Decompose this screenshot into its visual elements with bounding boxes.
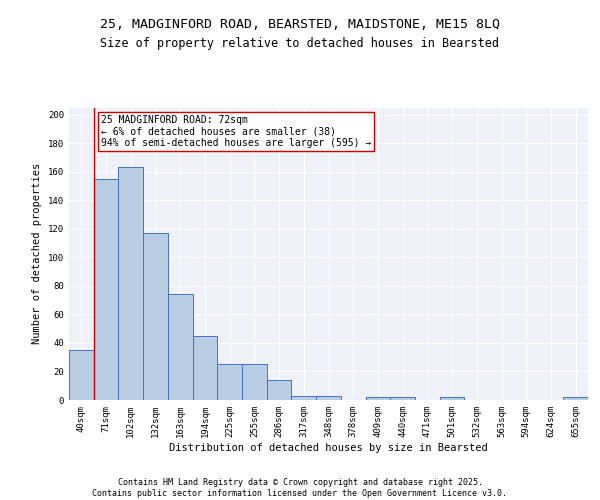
Bar <box>217 364 242 400</box>
Bar <box>242 364 267 400</box>
Bar <box>563 397 588 400</box>
Text: Size of property relative to detached houses in Bearsted: Size of property relative to detached ho… <box>101 38 499 51</box>
Text: Contains HM Land Registry data © Crown copyright and database right 2025.
Contai: Contains HM Land Registry data © Crown c… <box>92 478 508 498</box>
X-axis label: Distribution of detached houses by size in Bearsted: Distribution of detached houses by size … <box>169 442 488 452</box>
Bar <box>390 397 415 400</box>
Bar <box>69 350 94 400</box>
Y-axis label: Number of detached properties: Number of detached properties <box>32 163 43 344</box>
Text: 25 MADGINFORD ROAD: 72sqm
← 6% of detached houses are smaller (38)
94% of semi-d: 25 MADGINFORD ROAD: 72sqm ← 6% of detach… <box>101 114 371 148</box>
Bar <box>267 380 292 400</box>
Bar <box>440 397 464 400</box>
Bar <box>118 168 143 400</box>
Bar <box>365 397 390 400</box>
Bar <box>193 336 217 400</box>
Bar <box>168 294 193 400</box>
Text: 25, MADGINFORD ROAD, BEARSTED, MAIDSTONE, ME15 8LQ: 25, MADGINFORD ROAD, BEARSTED, MAIDSTONE… <box>100 18 500 30</box>
Bar <box>316 396 341 400</box>
Bar <box>94 179 118 400</box>
Bar <box>143 233 168 400</box>
Bar <box>292 396 316 400</box>
